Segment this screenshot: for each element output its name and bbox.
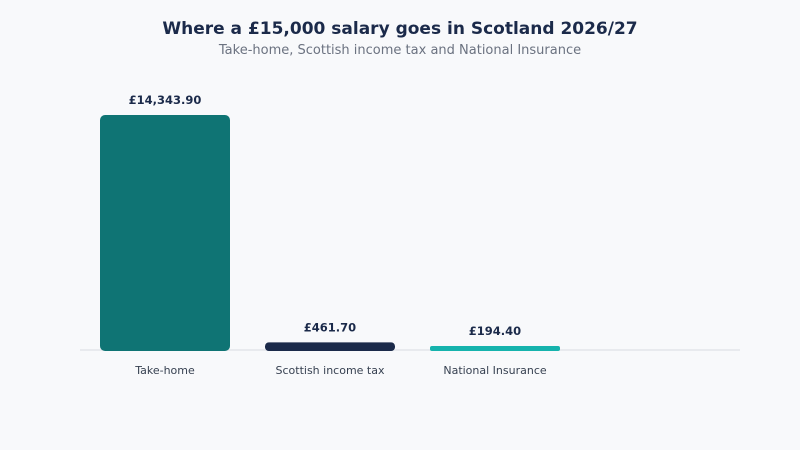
x-tick-label: National Insurance	[443, 364, 547, 377]
chart-subtitle: Take-home, Scottish income tax and Natio…	[218, 43, 582, 58]
x-tick-label: Scottish income tax	[276, 364, 385, 377]
data-label: £194.40	[469, 324, 521, 338]
chart-title: Where a £15,000 salary goes in Scotland …	[162, 19, 638, 39]
data-label: £461.70	[304, 320, 356, 334]
bar-national-insurance	[430, 346, 560, 351]
x-tick-label: Take-home	[134, 364, 195, 377]
bar-take-home	[100, 115, 230, 351]
bar-scottish-income-tax	[265, 342, 395, 351]
data-label: £14,343.90	[129, 93, 202, 107]
